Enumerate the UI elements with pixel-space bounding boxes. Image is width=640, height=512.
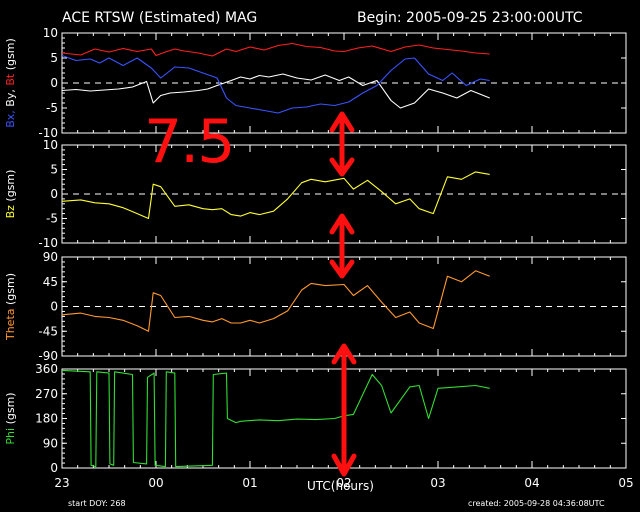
y-axis-label-part: (gsm) (4, 170, 17, 206)
series-by (61, 73, 490, 109)
x-tick-label: 05 (618, 476, 633, 490)
y-tick-label: -90 (38, 349, 58, 363)
annotation-overlay: 7.5 (144, 107, 357, 477)
series-bz (61, 171, 490, 220)
y-axis-label: Theta (gsm) (4, 273, 17, 341)
series-bt (61, 42, 490, 57)
y-tick-label: 0 (50, 300, 58, 314)
y-tick-label: 90 (43, 436, 58, 450)
y-axis-label-part: Bx, (4, 110, 17, 128)
x-tick-label: 03 (430, 476, 445, 490)
y-axis-label-part: Phi (4, 428, 17, 445)
y-axis-label-part: By, (4, 89, 17, 110)
created-timestamp: created: 2005-09-28 04:36:08UTC (468, 499, 605, 508)
y-tick-label: 45 (43, 275, 58, 289)
x-tick-label: 04 (524, 476, 539, 490)
y-axis-label: Phi (gsm) (4, 392, 17, 444)
x-axis-label: UTC(hours) (307, 479, 374, 493)
y-axis-label-part: Bz (4, 205, 17, 219)
x-tick-label: 02 (336, 476, 351, 490)
y-tick-label: 90 (43, 250, 58, 264)
y-axis-label: Bx, By, Bt (gsm) (4, 38, 17, 128)
y-tick-label: -10 (38, 236, 58, 250)
y-tick-label: 0 (50, 461, 58, 475)
y-tick-label: 5 (50, 51, 58, 65)
y-tick-label: 10 (43, 138, 58, 152)
y-tick-label: 5 (50, 163, 58, 177)
y-axis-label-part: (gsm) (4, 38, 17, 74)
begin-time: Begin: 2005-09-25 23:00:00UTC (357, 10, 583, 26)
annotation-arrowhead-3-up (331, 343, 357, 365)
y-axis-label-part: Bt (4, 73, 17, 89)
annotation-arrowhead-3-down (331, 453, 357, 477)
y-tick-label: 180 (35, 412, 58, 426)
y-axis-label-part: (gsm) (4, 392, 17, 428)
y-axis-label-part: Theta (4, 309, 17, 342)
y-axis-label-part: (gsm) (4, 273, 17, 309)
start-doy: start DOY: 268 (68, 499, 126, 508)
panel-theta: 90 45 0 -45 -90 Theta (gsm) (4, 250, 627, 363)
annotation-arrowhead-2-up (329, 213, 355, 235)
y-tick-label: -5 (46, 212, 58, 226)
x-tick-label: 01 (242, 476, 257, 490)
y-tick-label: 270 (35, 387, 58, 401)
y-tick-label: -10 (38, 126, 58, 140)
x-tick-label: 23 (54, 476, 69, 490)
y-axis-label: Bz (gsm) (4, 170, 17, 219)
panel-b-components: 10 5 0 -5 -10 Bx, By, Bt (gsm) (4, 26, 627, 140)
series-phi (61, 369, 490, 468)
annotation-value: 7.5 (144, 107, 233, 177)
y-tick-label: -5 (46, 101, 58, 115)
annotation-arrowhead-1-down (329, 157, 355, 177)
series-bx (61, 54, 490, 114)
y-tick-label: -45 (38, 324, 58, 338)
panel-bz: 10 5 0 -5 -10 Bz (gsm) (4, 138, 627, 250)
annotation-arrowhead-1-up (329, 111, 355, 133)
series-theta (61, 270, 490, 332)
y-tick-label: 360 (35, 362, 58, 376)
panel-phi: 360 270 180 90 0 Phi (gsm) (4, 362, 627, 475)
annotation-arrowhead-2-down (329, 259, 355, 279)
y-tick-label: 10 (43, 26, 58, 40)
x-tick-label: 00 (148, 476, 163, 490)
y-tick-label: 0 (50, 76, 58, 90)
y-tick-label: 0 (50, 187, 58, 201)
chart-title: ACE RTSW (Estimated) MAG (62, 10, 257, 26)
